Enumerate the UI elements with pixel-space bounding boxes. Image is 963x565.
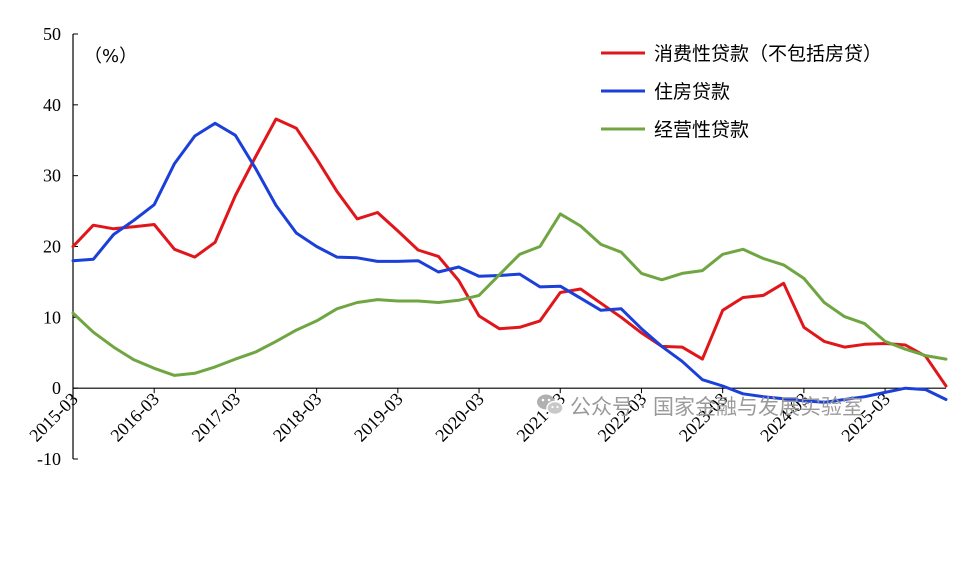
unit-label: （%）	[84, 46, 137, 67]
series-line-2	[71, 121, 948, 404]
watermark: 公众号 · 国家金融与发展实验室	[537, 394, 863, 419]
legend-label-2: 住房贷款	[654, 81, 730, 103]
y-tick-label: 40	[43, 95, 61, 115]
x-tick-label: 2018-03	[269, 389, 326, 446]
y-tick-label: -10	[37, 449, 61, 469]
chart-series	[71, 117, 948, 404]
y-tick-label: 30	[43, 166, 61, 186]
y-tick-label: 10	[43, 307, 61, 327]
x-tick-label: 2019-03	[350, 389, 407, 446]
y-tick-label: 20	[43, 237, 61, 257]
watermark-text: 公众号 · 国家金融与发展实验室	[570, 395, 863, 419]
wechat-icon	[537, 394, 564, 416]
legend-label-1: 消费性贷款（不包括房贷）	[654, 43, 882, 65]
x-tick-label: 2020-03	[431, 389, 488, 446]
x-tick-label: 2017-03	[188, 389, 245, 446]
y-tick-label: 50	[43, 24, 61, 44]
series-line-1	[71, 117, 948, 388]
legend-label-3: 经营性贷款	[654, 119, 749, 141]
series-line-3	[71, 212, 948, 377]
y-tick-label: 0	[52, 378, 61, 398]
x-tick-label: 2016-03	[106, 389, 163, 446]
